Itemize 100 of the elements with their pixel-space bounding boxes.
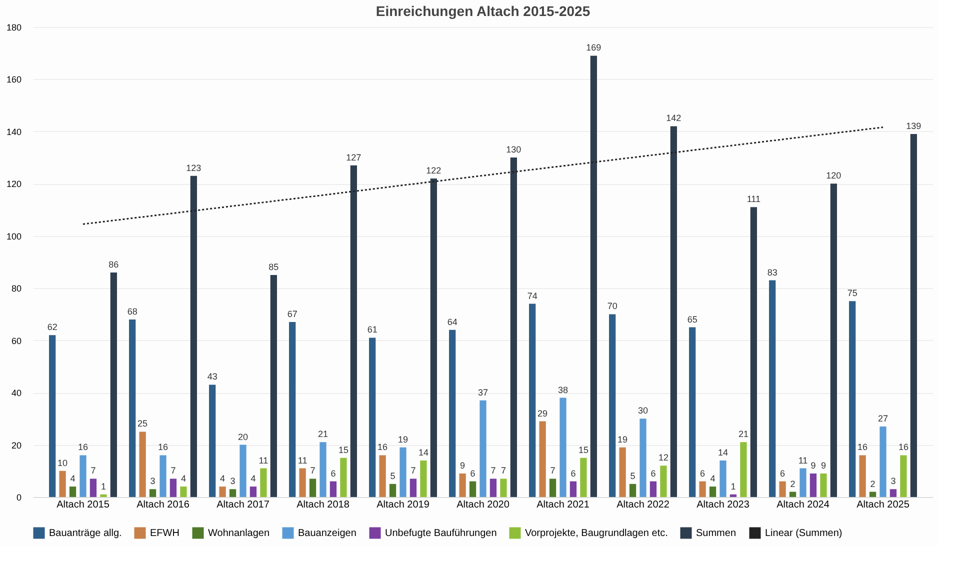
bar	[229, 489, 236, 497]
legend-label: Unbefugte Bauführungen	[385, 528, 497, 539]
data-label: 16	[378, 442, 388, 452]
bar	[709, 486, 716, 497]
x-tick-label: Altach 2019	[376, 500, 430, 510]
bar	[869, 492, 876, 497]
data-label: 3	[890, 476, 896, 486]
data-label: 75	[847, 288, 858, 298]
bar	[299, 468, 306, 497]
data-label: 123	[186, 162, 202, 173]
data-label: 61	[367, 324, 378, 335]
y-tick-label: 140	[6, 126, 22, 137]
data-label: 12	[658, 452, 668, 463]
data-label: 25	[138, 418, 148, 429]
y-tick-label: 100	[6, 231, 22, 242]
data-label: 16	[858, 442, 868, 452]
y-tick-label: 40	[11, 388, 22, 398]
bar	[570, 481, 577, 497]
data-label: 83	[767, 267, 778, 278]
bar	[320, 442, 326, 497]
data-label: 1	[100, 481, 106, 492]
line-series	[82, 126, 884, 225]
bar	[449, 330, 456, 497]
bar	[720, 460, 726, 497]
bar	[810, 474, 817, 497]
bar	[100, 494, 107, 497]
bar	[789, 492, 796, 497]
bar	[699, 481, 706, 497]
data-label: 2	[790, 478, 796, 489]
data-label: 19	[398, 434, 408, 444]
data-label: 1	[730, 481, 736, 492]
bar	[389, 484, 396, 497]
data-label: 65	[687, 314, 698, 324]
bar	[289, 322, 296, 497]
data-label: 7	[170, 466, 176, 476]
y-tick-label: 80	[11, 284, 22, 294]
data-label: 127	[346, 152, 362, 162]
bar	[170, 478, 177, 497]
data-label: 15	[338, 444, 348, 455]
bar	[400, 447, 406, 497]
bar	[369, 338, 376, 497]
bar	[459, 474, 466, 497]
data-label: 142	[666, 113, 682, 124]
bar	[180, 486, 187, 497]
data-label: 29	[538, 408, 548, 418]
data-label: 5	[630, 470, 636, 481]
bar	[880, 426, 886, 497]
data-label: 67	[287, 309, 298, 320]
bar	[689, 327, 696, 497]
bar	[629, 484, 636, 497]
bar	[910, 134, 917, 497]
data-label: 64	[447, 316, 458, 327]
y-tick-label: 120	[6, 179, 22, 190]
bar	[270, 275, 277, 497]
bar	[549, 478, 556, 497]
data-label: 6	[570, 468, 576, 478]
bar	[769, 280, 776, 497]
data-label: 7	[90, 466, 96, 476]
bar	[830, 184, 837, 497]
bar	[500, 478, 507, 497]
bar	[779, 481, 786, 497]
data-label: 11	[298, 455, 308, 466]
bar	[240, 444, 246, 497]
data-label: 4	[220, 474, 226, 484]
data-label: 6	[780, 468, 786, 478]
bar	[640, 418, 646, 497]
bar	[609, 314, 616, 497]
bar	[90, 478, 97, 497]
bar	[849, 301, 856, 497]
x-tick-label: Altach 2025	[856, 500, 910, 510]
legend-label: Linear (Summen)	[765, 528, 842, 539]
data-label: 16	[78, 442, 88, 452]
bar	[580, 458, 587, 497]
data-label: 7	[310, 466, 316, 476]
x-tick-label: Altach 2020	[456, 500, 510, 510]
data-label: 5	[390, 470, 396, 481]
x-tick-label: Altach 2024	[776, 500, 830, 510]
bar	[740, 442, 747, 497]
data-label: 2	[870, 478, 876, 489]
legend-label: Bauanträge allg.	[49, 528, 122, 539]
legend-label: Summen	[696, 528, 736, 539]
bar	[529, 304, 536, 497]
data-label: 122	[426, 165, 442, 176]
bar	[250, 486, 257, 497]
bar	[890, 489, 897, 497]
bar	[800, 468, 806, 497]
bar	[209, 384, 216, 497]
data-label: 86	[108, 259, 119, 270]
bar	[650, 481, 657, 497]
data-label: 120	[826, 170, 842, 181]
bar	[410, 478, 417, 497]
bar	[49, 335, 56, 497]
data-label: 3	[150, 476, 156, 486]
data-label: 70	[607, 301, 618, 312]
bar	[110, 272, 117, 497]
legend-label: Wohnanlagen	[208, 528, 270, 539]
bar	[59, 470, 66, 497]
bar	[660, 466, 667, 497]
data-label: 4	[70, 474, 76, 484]
data-label: 30	[638, 406, 648, 416]
